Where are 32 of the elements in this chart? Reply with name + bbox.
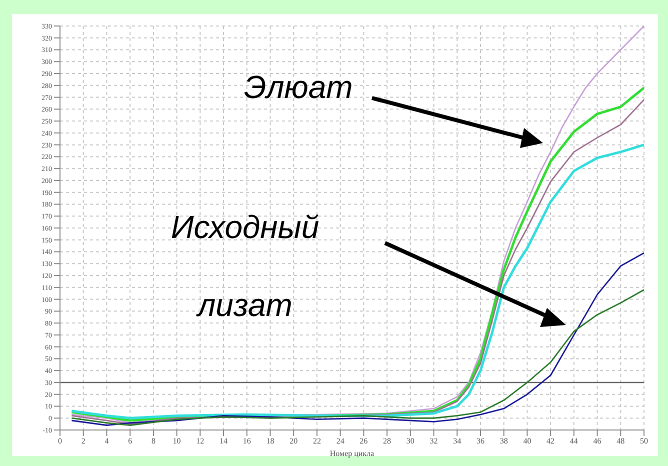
x-tick-label: 36	[476, 436, 484, 446]
x-tick-label: 10	[172, 436, 181, 446]
x-tick-label: 22	[312, 436, 321, 446]
x-tick-label: 32	[430, 436, 438, 446]
line-series	[70, 289, 644, 426]
x-tick-label: 42	[546, 436, 555, 446]
x-tick-label: 34	[453, 436, 462, 446]
x-tick-label: 6	[128, 436, 132, 446]
x-tick-label: 28	[383, 436, 392, 446]
x-tick-label: 4	[104, 436, 109, 446]
x-axis-title: Номер цикла	[330, 449, 375, 458]
x-tick-label: 20	[290, 436, 298, 446]
x-tick-label: 2	[81, 436, 86, 446]
x-tick-label: 44	[570, 436, 578, 446]
x-tick-label: 16	[242, 436, 251, 446]
x-tick-label: 46	[593, 436, 602, 446]
x-tick-label: 30	[406, 436, 414, 446]
annotation: Элюат	[244, 68, 353, 107]
x-tick-label: 8	[151, 436, 156, 446]
x-tick-label: 38	[500, 436, 508, 446]
x-tick-label: 50	[640, 436, 648, 446]
line-series	[70, 144, 644, 420]
text: Исходный лизат	[170, 209, 320, 323]
x-tick-label: 40	[523, 436, 532, 446]
x-tick-label: 26	[360, 436, 368, 446]
line-series	[70, 252, 644, 426]
x-tick-label: 0	[58, 436, 62, 446]
x-tick-label: 18	[266, 436, 274, 446]
x-tick-label: 48	[616, 436, 625, 446]
x-tick-label: 12	[196, 436, 204, 446]
x-tick-label: 24	[336, 436, 344, 446]
x-tick-label: 14	[220, 436, 228, 446]
